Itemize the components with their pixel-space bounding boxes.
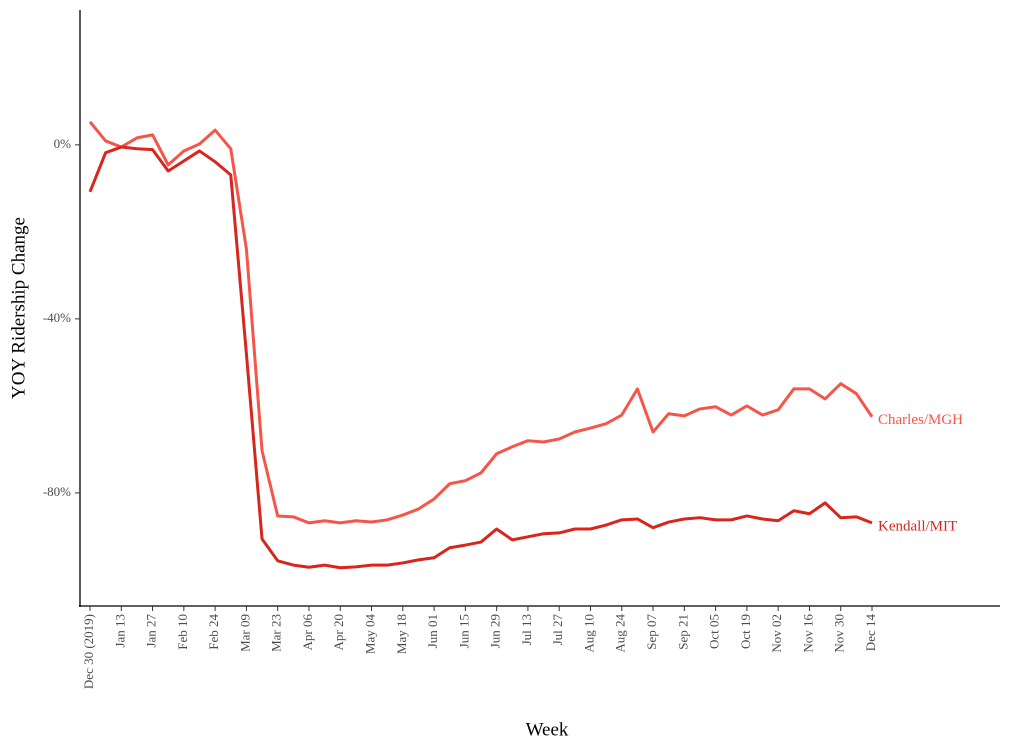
x-tick-label: Jun 15 — [456, 614, 471, 648]
x-tick-label: Jul 27 — [550, 614, 565, 646]
y-axis-title: YOY Ridership Change — [8, 217, 29, 399]
y-tick-label: -40% — [43, 310, 71, 325]
x-tick-label: Feb 24 — [206, 614, 221, 650]
y-tick-label: 0% — [54, 136, 72, 151]
x-tick-label: Feb 10 — [175, 614, 190, 650]
x-tick-label: Aug 10 — [581, 614, 596, 653]
x-tick-label: Jun 01 — [425, 614, 440, 648]
x-tick-label: May 18 — [394, 614, 409, 654]
x-tick-label: Nov 16 — [800, 614, 815, 653]
x-tick-label: Mar 09 — [237, 614, 252, 652]
x-tick-label: Apr 06 — [300, 614, 315, 651]
series-label: Kendall/MIT — [878, 518, 957, 534]
x-tick-label: Oct 19 — [738, 614, 753, 649]
x-tick-label: Jul 13 — [519, 614, 534, 645]
x-axis-title: Week — [526, 719, 569, 740]
x-tick-label: Mar 23 — [269, 614, 284, 652]
series-label: Charles/MGH — [878, 412, 963, 428]
x-tick-label: Sep 21 — [675, 614, 690, 650]
x-tick-label: Sep 07 — [644, 614, 659, 650]
x-tick-label: May 04 — [363, 614, 378, 655]
y-tick-label: -80% — [43, 484, 71, 499]
x-tick-label: Aug 24 — [613, 614, 628, 653]
x-tick-label: Apr 20 — [331, 614, 346, 650]
x-tick-label: Jan 13 — [112, 614, 127, 648]
series-line — [88, 120, 874, 525]
x-tick-label: Dec 14 — [863, 614, 878, 652]
x-tick-label: Nov 30 — [832, 614, 847, 653]
x-tick-label: Jun 29 — [488, 614, 503, 648]
x-tick-label: Nov 02 — [769, 614, 784, 653]
x-tick-label: Jan 27 — [144, 614, 159, 648]
x-tick-label: Dec 30 (2019) — [81, 614, 96, 689]
x-tick-label: Oct 05 — [707, 614, 722, 649]
series-line — [88, 145, 873, 570]
